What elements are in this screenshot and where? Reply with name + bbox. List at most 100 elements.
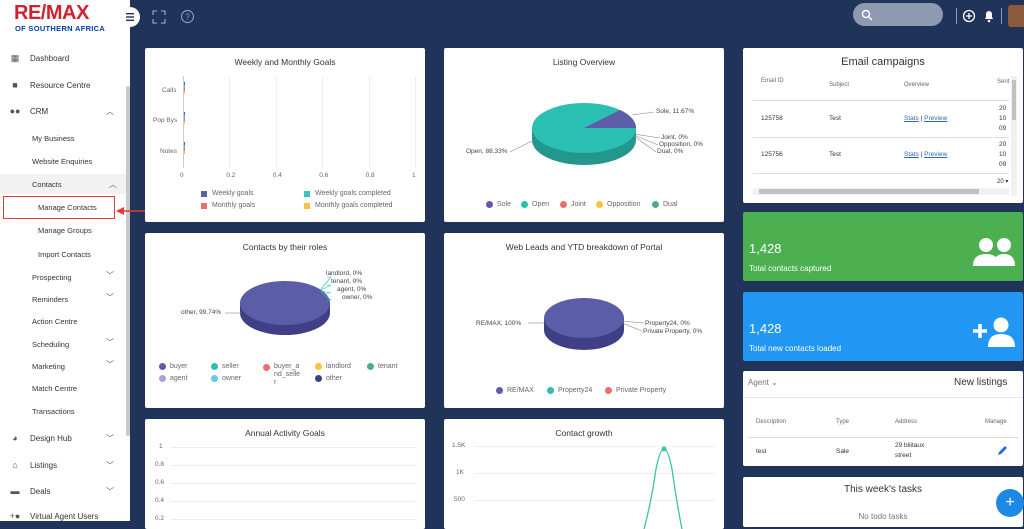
goal-bar[interactable]: [184, 142, 185, 145]
sidebar-item-prospecting[interactable]: Prospecting: [32, 273, 72, 282]
goal-bar[interactable]: [184, 118, 185, 121]
sidebar-item-contacts[interactable]: Contacts: [32, 180, 62, 189]
add-fab-button[interactable]: +: [996, 489, 1024, 517]
legend-item[interactable]: Dual: [652, 201, 677, 208]
legend-item[interactable]: owner: [211, 375, 241, 382]
menu-toggle-button[interactable]: [120, 7, 140, 27]
growth-line-chart: [643, 446, 683, 529]
sidebar-item-marketing[interactable]: Marketing: [32, 362, 65, 371]
pie-slice-sole[interactable]: [584, 110, 636, 128]
legend-item[interactable]: Weekly goals completed: [304, 190, 391, 197]
goal-bar[interactable]: [184, 82, 185, 85]
goal-bar[interactable]: [184, 121, 185, 124]
edit-pencil-icon[interactable]: [997, 445, 1008, 456]
sidebar-item-dashboard[interactable]: ▦ Dashboard: [10, 53, 70, 63]
goal-bar[interactable]: [184, 151, 185, 154]
goal-bar[interactable]: [184, 91, 185, 94]
vertical-scrollbar[interactable]: [1011, 76, 1017, 196]
legend-item[interactable]: tenant: [367, 363, 397, 370]
remax-logo[interactable]: RE/MAX: [14, 2, 89, 24]
column-header: Subject: [829, 82, 850, 88]
column-header: Sent Date: [997, 79, 1009, 85]
legend-item[interactable]: buyer: [159, 363, 188, 370]
pie-slice-other[interactable]: [240, 281, 330, 325]
legend-item[interactable]: agent: [159, 375, 188, 382]
legend-item[interactable]: Sole: [486, 201, 511, 208]
gridline: [171, 501, 416, 502]
stats-link[interactable]: Stats: [904, 151, 919, 158]
sidebar-item-reminders[interactable]: Reminders: [32, 295, 69, 304]
add-circle-icon[interactable]: [962, 9, 976, 23]
growth-point[interactable]: [661, 446, 667, 452]
divider: [743, 397, 1023, 398]
chevron-down-icon: ﹀: [106, 460, 114, 470]
goal-bar[interactable]: [184, 88, 185, 91]
legend-item[interactable]: Property24: [547, 387, 592, 394]
sidebar-item-website-enquiries[interactable]: Website Enquiries: [32, 157, 93, 166]
preview-link[interactable]: Preview: [924, 151, 948, 158]
total-new-contacts-card[interactable]: 1,428 Total new contacts loaded: [743, 292, 1023, 361]
scrollbar-thumb[interactable]: [1012, 80, 1016, 120]
sidebar-scrollbar[interactable]: [126, 86, 130, 436]
bell-icon[interactable]: [983, 9, 995, 23]
stats-link[interactable]: Stats: [904, 115, 919, 122]
legend-item[interactable]: Private Property: [605, 387, 666, 394]
gridline: [322, 76, 324, 168]
y-tick: 0.8: [155, 461, 165, 468]
legend-item[interactable]: Open: [521, 201, 549, 208]
sidebar-item-action-centre[interactable]: Action Centre: [32, 317, 78, 326]
x-tick: 0: [180, 172, 184, 179]
agent-dropdown[interactable]: Agent ⌄: [748, 378, 778, 387]
sidebar-item-crm[interactable]: ●● CRM ︿: [9, 106, 114, 116]
weekly-monthly-goals-card: Weekly and Monthly Goals Calls Pop Bys N…: [145, 48, 425, 222]
sidebar-item-design-hub[interactable]: ◕ Design Hub ﹀: [0, 433, 126, 443]
goal-bar[interactable]: [184, 85, 185, 88]
gridline: [171, 519, 416, 520]
sidebar-item-manage-contacts[interactable]: Manage Contacts: [38, 203, 97, 212]
goal-bar[interactable]: [184, 145, 185, 148]
pie-label: tenant, 0%: [331, 278, 363, 285]
card-title: New listings: [954, 377, 1008, 388]
legend-item[interactable]: landlord: [315, 363, 351, 370]
legend-item[interactable]: RE/MAX: [496, 387, 534, 394]
legend-item[interactable]: seller: [211, 363, 239, 370]
search-input[interactable]: [853, 3, 943, 26]
sidebar-item-my-business[interactable]: My Business: [32, 134, 75, 143]
avatar[interactable]: [1008, 5, 1024, 27]
help-icon[interactable]: ?: [180, 9, 195, 24]
sidebar-item-manage-groups[interactable]: Manage Groups: [38, 226, 92, 235]
user-plus-icon: +●: [9, 511, 21, 521]
legend-item[interactable]: Weekly goals: [201, 190, 254, 197]
fullscreen-icon[interactable]: [152, 10, 166, 24]
legend-item[interactable]: other: [315, 375, 342, 382]
pie-slice-remax[interactable]: [544, 298, 624, 338]
sidebar-item-import-contacts[interactable]: Import Contacts: [38, 250, 91, 259]
goal-bar[interactable]: [184, 148, 185, 151]
total-contacts-captured-card[interactable]: 1,428 Total contacts captured: [743, 212, 1023, 281]
sidebar-item-resource-centre[interactable]: ■ Resource Centre: [0, 80, 126, 90]
legend-item[interactable]: Opposition: [596, 201, 640, 208]
sidebar-item-transactions[interactable]: Transactions: [32, 407, 75, 416]
goal-bar[interactable]: [184, 115, 185, 118]
legend-dot: [652, 201, 659, 208]
sidebar-item-virtual-agent-users[interactable]: +● Virtual Agent Users: [9, 511, 99, 521]
pagination-select[interactable]: 20 ▾: [997, 179, 1009, 185]
y-tick: 1K: [456, 469, 464, 476]
horizontal-scrollbar[interactable]: [753, 188, 1009, 195]
legend-item[interactable]: Monthly goals: [201, 202, 255, 209]
growth-series-line: [643, 448, 683, 529]
sidebar-item-match-centre[interactable]: Match Centre: [32, 384, 78, 393]
legend-item[interactable]: buyer_a nd_selle r: [263, 363, 300, 387]
preview-link[interactable]: Preview: [924, 115, 948, 122]
web-leads-card: Web Leads and YTD breakdown of Portal Pr…: [444, 233, 724, 408]
sidebar-item-scheduling[interactable]: Scheduling: [32, 340, 70, 349]
goal-bar[interactable]: [184, 112, 185, 115]
sidebar-item-listings[interactable]: ⌂ Listings ﹀: [0, 460, 126, 470]
legend-item[interactable]: Joint: [560, 201, 586, 208]
scrollbar-thumb[interactable]: [759, 189, 979, 194]
svg-text:?: ?: [185, 13, 190, 22]
legend-item[interactable]: Monthly goals completed: [304, 202, 392, 209]
sidebar-item-deals[interactable]: ▬ Deals ﹀: [10, 486, 115, 496]
users-icon: ●●: [9, 106, 21, 116]
legend-swatch: [201, 190, 207, 197]
